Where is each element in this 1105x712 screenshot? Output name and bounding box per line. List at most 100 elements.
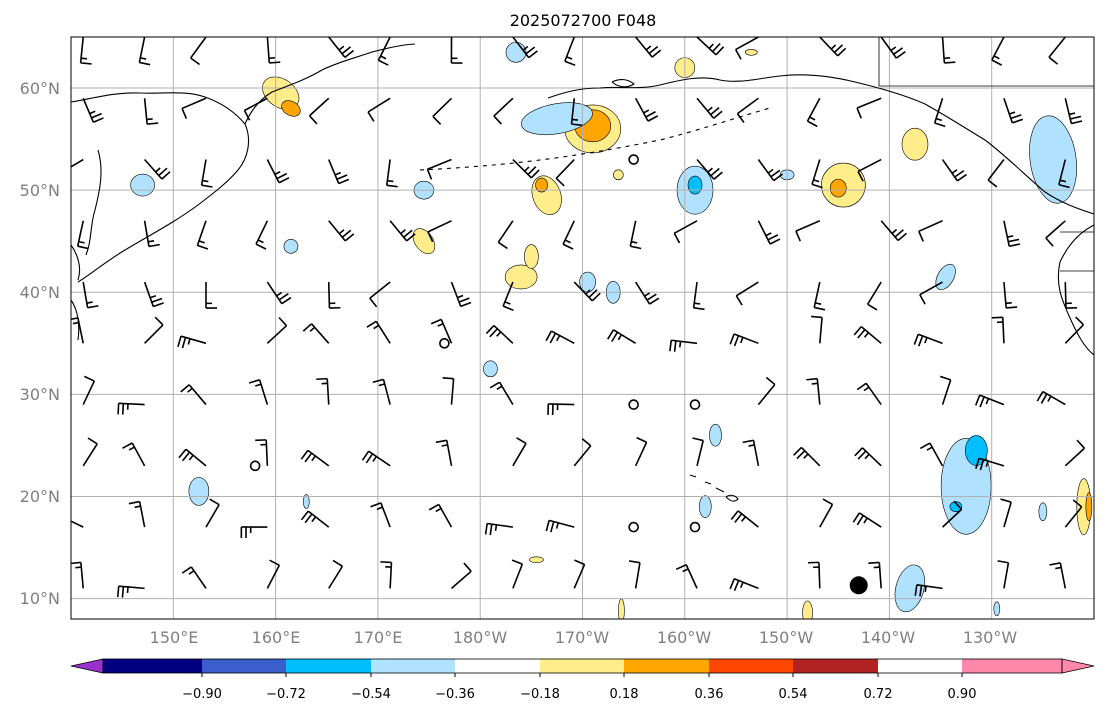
wind-barb	[729, 333, 759, 347]
wind-barb	[300, 449, 330, 467]
wind-barb	[991, 316, 1005, 344]
lon-label-170e: 170°E	[354, 628, 403, 647]
wind-barb	[1064, 282, 1077, 309]
wind-barb	[266, 559, 281, 589]
calm-circle-icon	[689, 521, 701, 533]
cb-label-2: −0.54	[351, 687, 391, 702]
wind-barb	[143, 281, 164, 308]
wind-barb	[143, 98, 159, 125]
wind-barb	[545, 330, 575, 345]
wind-barb	[302, 323, 330, 344]
wind-barb	[1000, 498, 1012, 528]
alaska-coast	[547, 74, 1094, 215]
wind-barb	[71, 317, 85, 344]
lat-label-60: 60°N	[20, 79, 60, 98]
wind-barb	[1064, 316, 1085, 344]
wind-barb	[1003, 220, 1021, 248]
wind-barb	[1064, 98, 1083, 125]
wind-barbs	[71, 37, 1086, 598]
wind-barb	[675, 564, 698, 589]
anomaly-region	[535, 177, 548, 193]
wind-barb	[369, 281, 391, 308]
wind-barb	[757, 220, 781, 245]
colorbar-segment	[962, 659, 1062, 673]
wind-barb	[512, 158, 540, 179]
wind-barb	[1036, 390, 1066, 406]
wind-barb	[736, 97, 759, 123]
wind-barb	[573, 281, 601, 302]
wind-barb	[372, 378, 391, 405]
wind-barb	[71, 158, 84, 168]
japan-north	[71, 244, 81, 281]
wind-barb	[696, 37, 725, 56]
calm-circle-icon	[439, 338, 450, 349]
wind-barb	[1064, 499, 1083, 528]
wind-barb	[806, 377, 821, 405]
wind-barb	[941, 159, 967, 182]
wind-barb	[328, 159, 350, 185]
anomaly-region	[613, 169, 624, 181]
calm-circle-icon	[689, 399, 701, 410]
anomaly-region	[505, 42, 527, 63]
wind-barb	[82, 437, 98, 467]
colorbar-extend-min	[70, 658, 104, 674]
wind-barb	[82, 281, 99, 309]
wind-barb	[328, 220, 355, 242]
anomaly-region	[949, 501, 963, 512]
wind-barb	[997, 560, 1010, 589]
wind-barb	[489, 381, 514, 405]
wind-barb	[813, 281, 826, 311]
wind-barb	[734, 37, 759, 60]
colorbar-segment	[202, 659, 286, 673]
okhotsk-coast	[244, 43, 416, 125]
wind-barb	[427, 220, 452, 243]
wind-barb	[913, 333, 943, 347]
wind-barb	[316, 377, 330, 405]
longitude-labels: 150°E 160°E 170°E 180°W 170°W 160°W 150°…	[150, 628, 1018, 647]
anomaly-region	[698, 495, 712, 518]
wind-barb	[570, 98, 583, 127]
wind-barb	[485, 324, 514, 344]
lat-label-10: 10°N	[20, 589, 60, 608]
lon-label-150w: 150°W	[759, 628, 814, 647]
wind-barb	[673, 220, 698, 244]
wind-barb	[266, 281, 292, 305]
wind-barb	[628, 560, 641, 589]
wind-barb	[138, 37, 151, 66]
wind-barb	[807, 561, 821, 589]
wind-barb	[811, 315, 823, 344]
wind-barb	[795, 220, 821, 242]
wind-barb	[974, 394, 1005, 408]
wind-barb	[1045, 220, 1066, 247]
wind-barb	[555, 158, 575, 187]
wind-barb	[819, 37, 847, 57]
wind-barb	[177, 335, 207, 349]
wind-barb	[933, 98, 946, 128]
colorbar-frame	[102, 658, 1063, 674]
wind-barb	[692, 281, 705, 311]
wind-barb	[634, 97, 659, 122]
cb-label-3: −0.36	[435, 687, 475, 702]
wind-barb	[866, 281, 882, 311]
wind-barb	[564, 37, 576, 66]
wind-barb	[255, 220, 269, 250]
wind-barb	[512, 37, 538, 59]
map-frame	[70, 36, 1095, 620]
map-area	[71, 37, 1094, 619]
wind-barb	[450, 562, 472, 589]
wind-barb	[308, 97, 330, 125]
anomaly-region	[283, 239, 299, 254]
anomaly-region	[521, 102, 593, 136]
anomaly-region	[1038, 502, 1048, 522]
wind-barb	[128, 500, 146, 528]
wind-barb	[385, 159, 398, 188]
wind-barb	[1064, 439, 1086, 467]
lon-label-130w: 130°W	[963, 628, 1018, 647]
wind-barb	[918, 220, 943, 242]
wind-barb	[366, 320, 391, 344]
wind-barb	[629, 220, 642, 250]
wind-barb	[435, 439, 453, 466]
wind-barb	[854, 447, 882, 467]
wind-barb	[634, 281, 660, 305]
